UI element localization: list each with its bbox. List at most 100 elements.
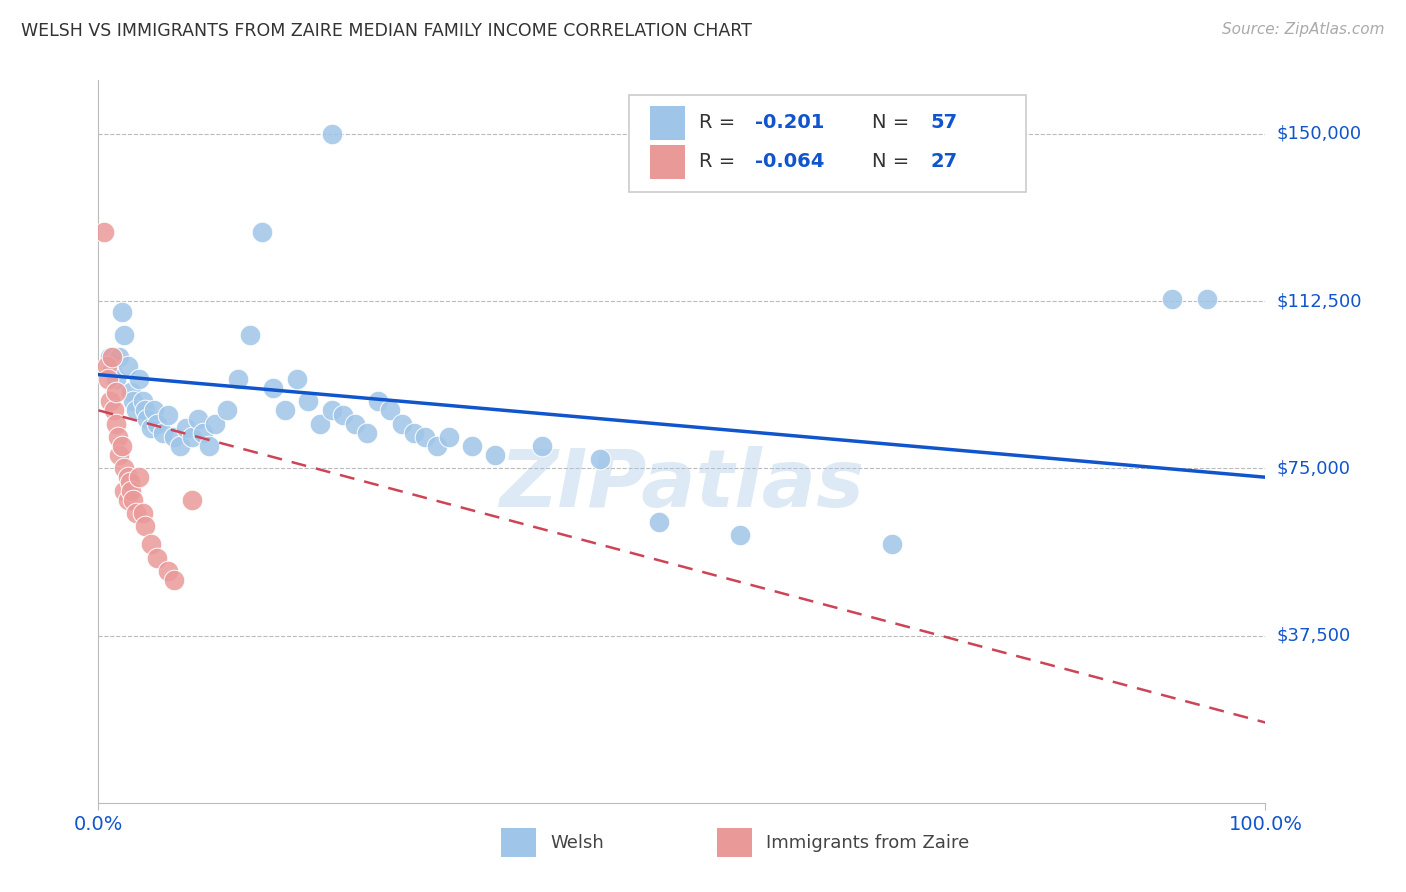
Point <box>193 425 215 440</box>
Point <box>104 385 127 400</box>
Point <box>143 403 166 417</box>
Bar <box>501 828 536 857</box>
Point <box>117 359 139 373</box>
Point <box>118 475 141 489</box>
Point <box>344 417 367 431</box>
Point <box>122 492 145 507</box>
Point <box>103 403 125 417</box>
Point <box>880 537 903 551</box>
Point <box>437 430 460 444</box>
Point <box>163 573 186 587</box>
Point <box>101 350 124 364</box>
Point <box>111 439 134 453</box>
Point <box>152 425 174 440</box>
Point <box>120 483 142 498</box>
Point <box>104 372 127 386</box>
Bar <box>717 828 752 857</box>
Point <box>120 385 142 400</box>
Bar <box>651 105 685 140</box>
Point <box>128 470 150 484</box>
Point <box>332 408 354 422</box>
Text: Source: ZipAtlas.com: Source: ZipAtlas.com <box>1222 22 1385 37</box>
Point <box>250 225 273 239</box>
Point <box>169 439 191 453</box>
Point <box>274 403 297 417</box>
Bar <box>651 145 685 179</box>
Point <box>589 452 612 467</box>
Text: $112,500: $112,500 <box>1277 292 1362 310</box>
Point <box>125 506 148 520</box>
Point <box>117 470 139 484</box>
Point <box>321 403 343 417</box>
Point <box>128 372 150 386</box>
Point <box>157 408 180 422</box>
Point <box>98 350 121 364</box>
Point <box>180 492 202 507</box>
Point <box>187 412 209 426</box>
Text: R =: R = <box>699 113 742 132</box>
Point <box>112 327 135 342</box>
Point <box>139 537 162 551</box>
Point <box>96 359 118 373</box>
Text: $75,000: $75,000 <box>1277 459 1351 477</box>
Text: Welsh: Welsh <box>550 833 603 852</box>
Point <box>198 439 221 453</box>
Point <box>309 417 332 431</box>
Point <box>108 448 131 462</box>
Point <box>321 127 343 141</box>
Point <box>356 425 378 440</box>
Point <box>380 403 402 417</box>
Point <box>285 372 308 386</box>
Point <box>93 225 115 239</box>
Text: 27: 27 <box>931 153 957 171</box>
Point <box>297 394 319 409</box>
Point <box>146 550 169 565</box>
Point <box>215 403 238 417</box>
Point <box>402 425 425 440</box>
Point <box>107 430 129 444</box>
Point <box>174 421 197 435</box>
Text: 57: 57 <box>931 113 957 132</box>
Point <box>136 412 159 426</box>
Point <box>530 439 553 453</box>
Text: Immigrants from Zaire: Immigrants from Zaire <box>766 833 969 852</box>
Point <box>104 417 127 431</box>
Point <box>132 394 155 409</box>
Point <box>484 448 506 462</box>
Text: -0.201: -0.201 <box>755 113 825 132</box>
Point <box>125 403 148 417</box>
Point <box>139 421 162 435</box>
Point <box>108 350 131 364</box>
Point <box>112 483 135 498</box>
Point <box>101 363 124 377</box>
FancyBboxPatch shape <box>630 95 1026 193</box>
Text: WELSH VS IMMIGRANTS FROM ZAIRE MEDIAN FAMILY INCOME CORRELATION CHART: WELSH VS IMMIGRANTS FROM ZAIRE MEDIAN FA… <box>21 22 752 40</box>
Point <box>157 564 180 578</box>
Text: -0.064: -0.064 <box>755 153 825 171</box>
Point <box>132 506 155 520</box>
Point <box>647 515 669 529</box>
Text: N =: N = <box>872 113 915 132</box>
Point <box>117 492 139 507</box>
Point <box>228 372 250 386</box>
Point <box>122 394 145 409</box>
Point <box>112 461 135 475</box>
Point <box>730 528 752 542</box>
Text: $150,000: $150,000 <box>1277 125 1361 143</box>
Text: R =: R = <box>699 153 742 171</box>
Text: ZIPatlas: ZIPatlas <box>499 446 865 524</box>
Point <box>180 430 202 444</box>
Point <box>367 394 389 409</box>
Point <box>111 305 134 319</box>
Point <box>1195 292 1218 306</box>
Point <box>134 403 156 417</box>
Text: $37,500: $37,500 <box>1277 626 1351 645</box>
Point <box>163 430 186 444</box>
Point <box>461 439 484 453</box>
Point <box>97 372 120 386</box>
Point <box>1161 292 1184 306</box>
Point <box>134 519 156 533</box>
Point <box>204 417 226 431</box>
Point <box>239 327 262 342</box>
Point <box>413 430 436 444</box>
